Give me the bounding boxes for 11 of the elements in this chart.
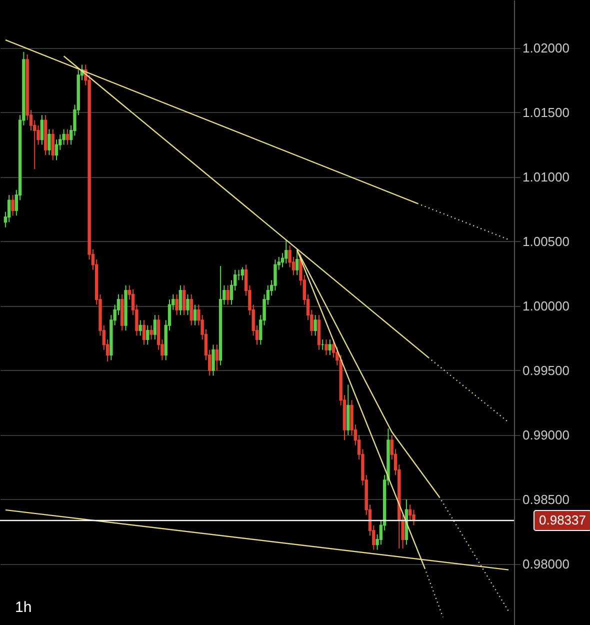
y-tick-label: 1.01000 (522, 169, 570, 184)
annotation: 1h (15, 599, 32, 616)
y-tick-label: 1.01500 (522, 104, 570, 120)
ref-line-label: 0.98337 (539, 512, 586, 528)
y-tick-label: 1.00500 (522, 234, 570, 249)
y-tick-label: 0.99000 (522, 427, 570, 442)
y-tick-label: 0.99500 (522, 362, 570, 378)
y-tick-label: 1.00000 (522, 298, 570, 314)
y-tick-label: 0.98500 (522, 492, 570, 507)
y-tick-label: 0.98000 (522, 556, 570, 572)
y-tick-label: 1.02000 (522, 40, 570, 56)
